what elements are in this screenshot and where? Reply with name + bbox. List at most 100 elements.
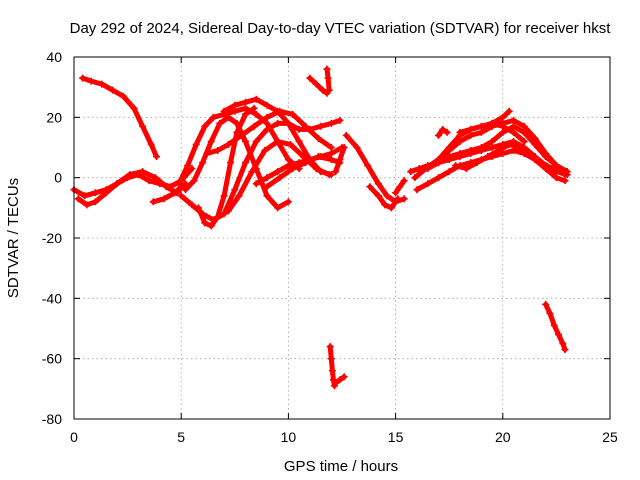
y-tick-label: -20	[42, 230, 62, 246]
data-point	[289, 110, 297, 118]
grid-layer	[74, 57, 610, 419]
data-point	[160, 195, 168, 203]
data-point	[488, 137, 496, 145]
data-point	[181, 186, 189, 194]
data-point	[561, 346, 569, 354]
data-point	[214, 213, 222, 221]
data-point	[445, 168, 453, 176]
series-track-03	[79, 74, 161, 161]
series-track-30	[332, 373, 348, 387]
data-point	[411, 174, 419, 182]
data-point	[381, 201, 389, 209]
data-point	[505, 107, 513, 115]
data-point	[332, 379, 340, 387]
data-point	[199, 159, 207, 167]
data-point	[252, 137, 260, 145]
data-point	[327, 119, 335, 127]
data-point	[467, 125, 475, 133]
data-point	[220, 107, 228, 115]
data-point	[194, 204, 202, 212]
data-point	[231, 101, 239, 109]
data-point	[261, 147, 269, 155]
data-point	[175, 180, 183, 188]
data-point	[484, 153, 492, 161]
series-track-08	[194, 104, 258, 230]
y-axis-label: SDTVAR / TECUs	[5, 178, 22, 298]
x-tick-label: 10	[281, 429, 297, 445]
data-point	[323, 65, 331, 73]
data-point	[87, 77, 95, 85]
data-point	[250, 104, 258, 112]
data-point	[242, 104, 250, 112]
data-point	[445, 147, 453, 155]
data-point	[317, 122, 325, 130]
series-track-04	[149, 183, 185, 206]
data-point	[252, 95, 260, 103]
data-point	[242, 159, 250, 167]
data-point	[312, 80, 320, 88]
data-point	[220, 192, 228, 200]
series-track-18	[366, 183, 402, 212]
data-point	[91, 198, 99, 206]
data-point	[394, 195, 402, 203]
data-point	[201, 219, 209, 227]
tick-layer: 0 5 10 15 20 25 -80 -60 -40 -20 0 20 40	[42, 49, 618, 445]
data-point	[216, 119, 224, 127]
data-point	[467, 131, 475, 139]
data-point	[263, 119, 271, 127]
data-point	[424, 165, 432, 173]
data-point	[499, 128, 507, 136]
data-point	[520, 122, 528, 130]
data-point	[302, 159, 310, 167]
chart-title: Day 292 of 2024, Sidereal Day-to-day VTE…	[70, 20, 612, 37]
data-point	[237, 131, 245, 139]
x-tick-label: 20	[495, 429, 511, 445]
data-point	[242, 137, 250, 145]
data-point	[387, 204, 395, 212]
data-point	[561, 171, 569, 179]
data-point	[327, 355, 335, 363]
series-line	[75, 169, 188, 208]
data-point	[274, 137, 282, 145]
y-tick-label: -80	[42, 411, 62, 427]
data-point	[289, 165, 297, 173]
data-point	[488, 119, 496, 127]
data-point	[327, 144, 335, 151]
data-point	[561, 177, 569, 185]
data-point	[510, 128, 518, 136]
data-point	[392, 189, 400, 197]
data-point	[81, 192, 89, 200]
data-point	[314, 134, 322, 142]
data-point	[336, 116, 344, 124]
data-point	[242, 98, 250, 106]
data-point	[235, 192, 243, 200]
data-layer	[70, 65, 571, 390]
data-point	[495, 147, 503, 155]
data-point	[263, 174, 271, 182]
data-point	[527, 150, 535, 158]
data-point	[91, 189, 99, 197]
data-point	[456, 128, 464, 136]
data-point	[505, 140, 513, 148]
data-point	[98, 80, 106, 88]
data-point	[332, 168, 340, 176]
series-track-19	[392, 177, 408, 197]
data-point	[326, 343, 334, 351]
data-point	[516, 144, 524, 151]
data-point	[102, 189, 110, 197]
data-point	[274, 204, 282, 212]
data-point	[499, 113, 507, 121]
data-point	[456, 150, 464, 158]
data-point	[434, 174, 442, 182]
data-point	[324, 74, 332, 82]
data-point	[139, 168, 147, 176]
data-point	[424, 180, 432, 188]
data-point	[224, 207, 232, 215]
data-point	[284, 119, 292, 127]
data-point	[434, 156, 442, 164]
y-tick-label: 0	[54, 170, 62, 186]
data-point	[284, 162, 292, 170]
data-point	[274, 168, 282, 176]
x-axis-label: GPS time / hours	[284, 458, 398, 475]
data-point	[149, 198, 157, 206]
